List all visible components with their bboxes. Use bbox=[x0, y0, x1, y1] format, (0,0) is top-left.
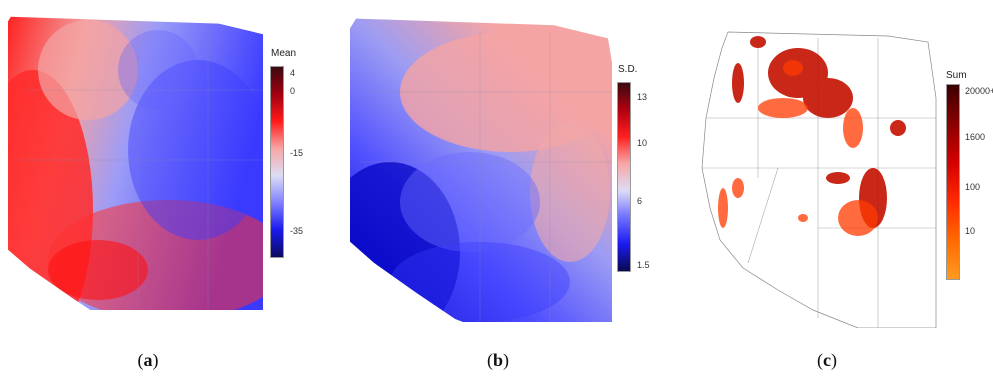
sd-tick-13: 13 bbox=[637, 92, 648, 102]
caption-b: (b) bbox=[486, 350, 510, 370]
mean-map bbox=[8, 16, 263, 310]
mean-tick-4: 4 bbox=[290, 68, 296, 78]
sum-map bbox=[701, 31, 937, 328]
panel-a: Mean 4 0 -15 -35 (a) bbox=[0, 0, 330, 378]
mean-tick-minus15: -15 bbox=[290, 148, 304, 158]
sd-map bbox=[350, 18, 612, 322]
caption-a: (a) bbox=[137, 350, 159, 370]
sum-tick-100: 100 bbox=[965, 182, 981, 192]
sum-tick-1600: 1600 bbox=[965, 132, 986, 142]
mean-tick-0: 0 bbox=[290, 86, 296, 96]
sd-legend-colorbar bbox=[617, 82, 631, 272]
mean-legend-colorbar bbox=[270, 66, 284, 258]
sum-legend-title: Sum bbox=[946, 70, 967, 81]
caption-c: (c) bbox=[817, 350, 837, 370]
sum-tick-20000: 20000+ bbox=[965, 86, 993, 96]
sd-tick-6: 6 bbox=[637, 196, 643, 206]
sd-tick-1-5: 1.5 bbox=[637, 260, 650, 270]
mean-legend-title: Mean bbox=[271, 48, 297, 59]
sd-legend-title: S.D. bbox=[618, 64, 638, 75]
panel-b: S.D. 13 10 6 1.5 (b) bbox=[340, 0, 670, 378]
sd-tick-10: 10 bbox=[637, 138, 648, 148]
sum-legend-colorbar bbox=[946, 84, 960, 280]
mean-tick-minus35: -35 bbox=[290, 226, 304, 236]
panel-c: Sum 20000+ 1600 100 10 (c) bbox=[690, 0, 993, 378]
sum-tick-10: 10 bbox=[965, 226, 976, 236]
